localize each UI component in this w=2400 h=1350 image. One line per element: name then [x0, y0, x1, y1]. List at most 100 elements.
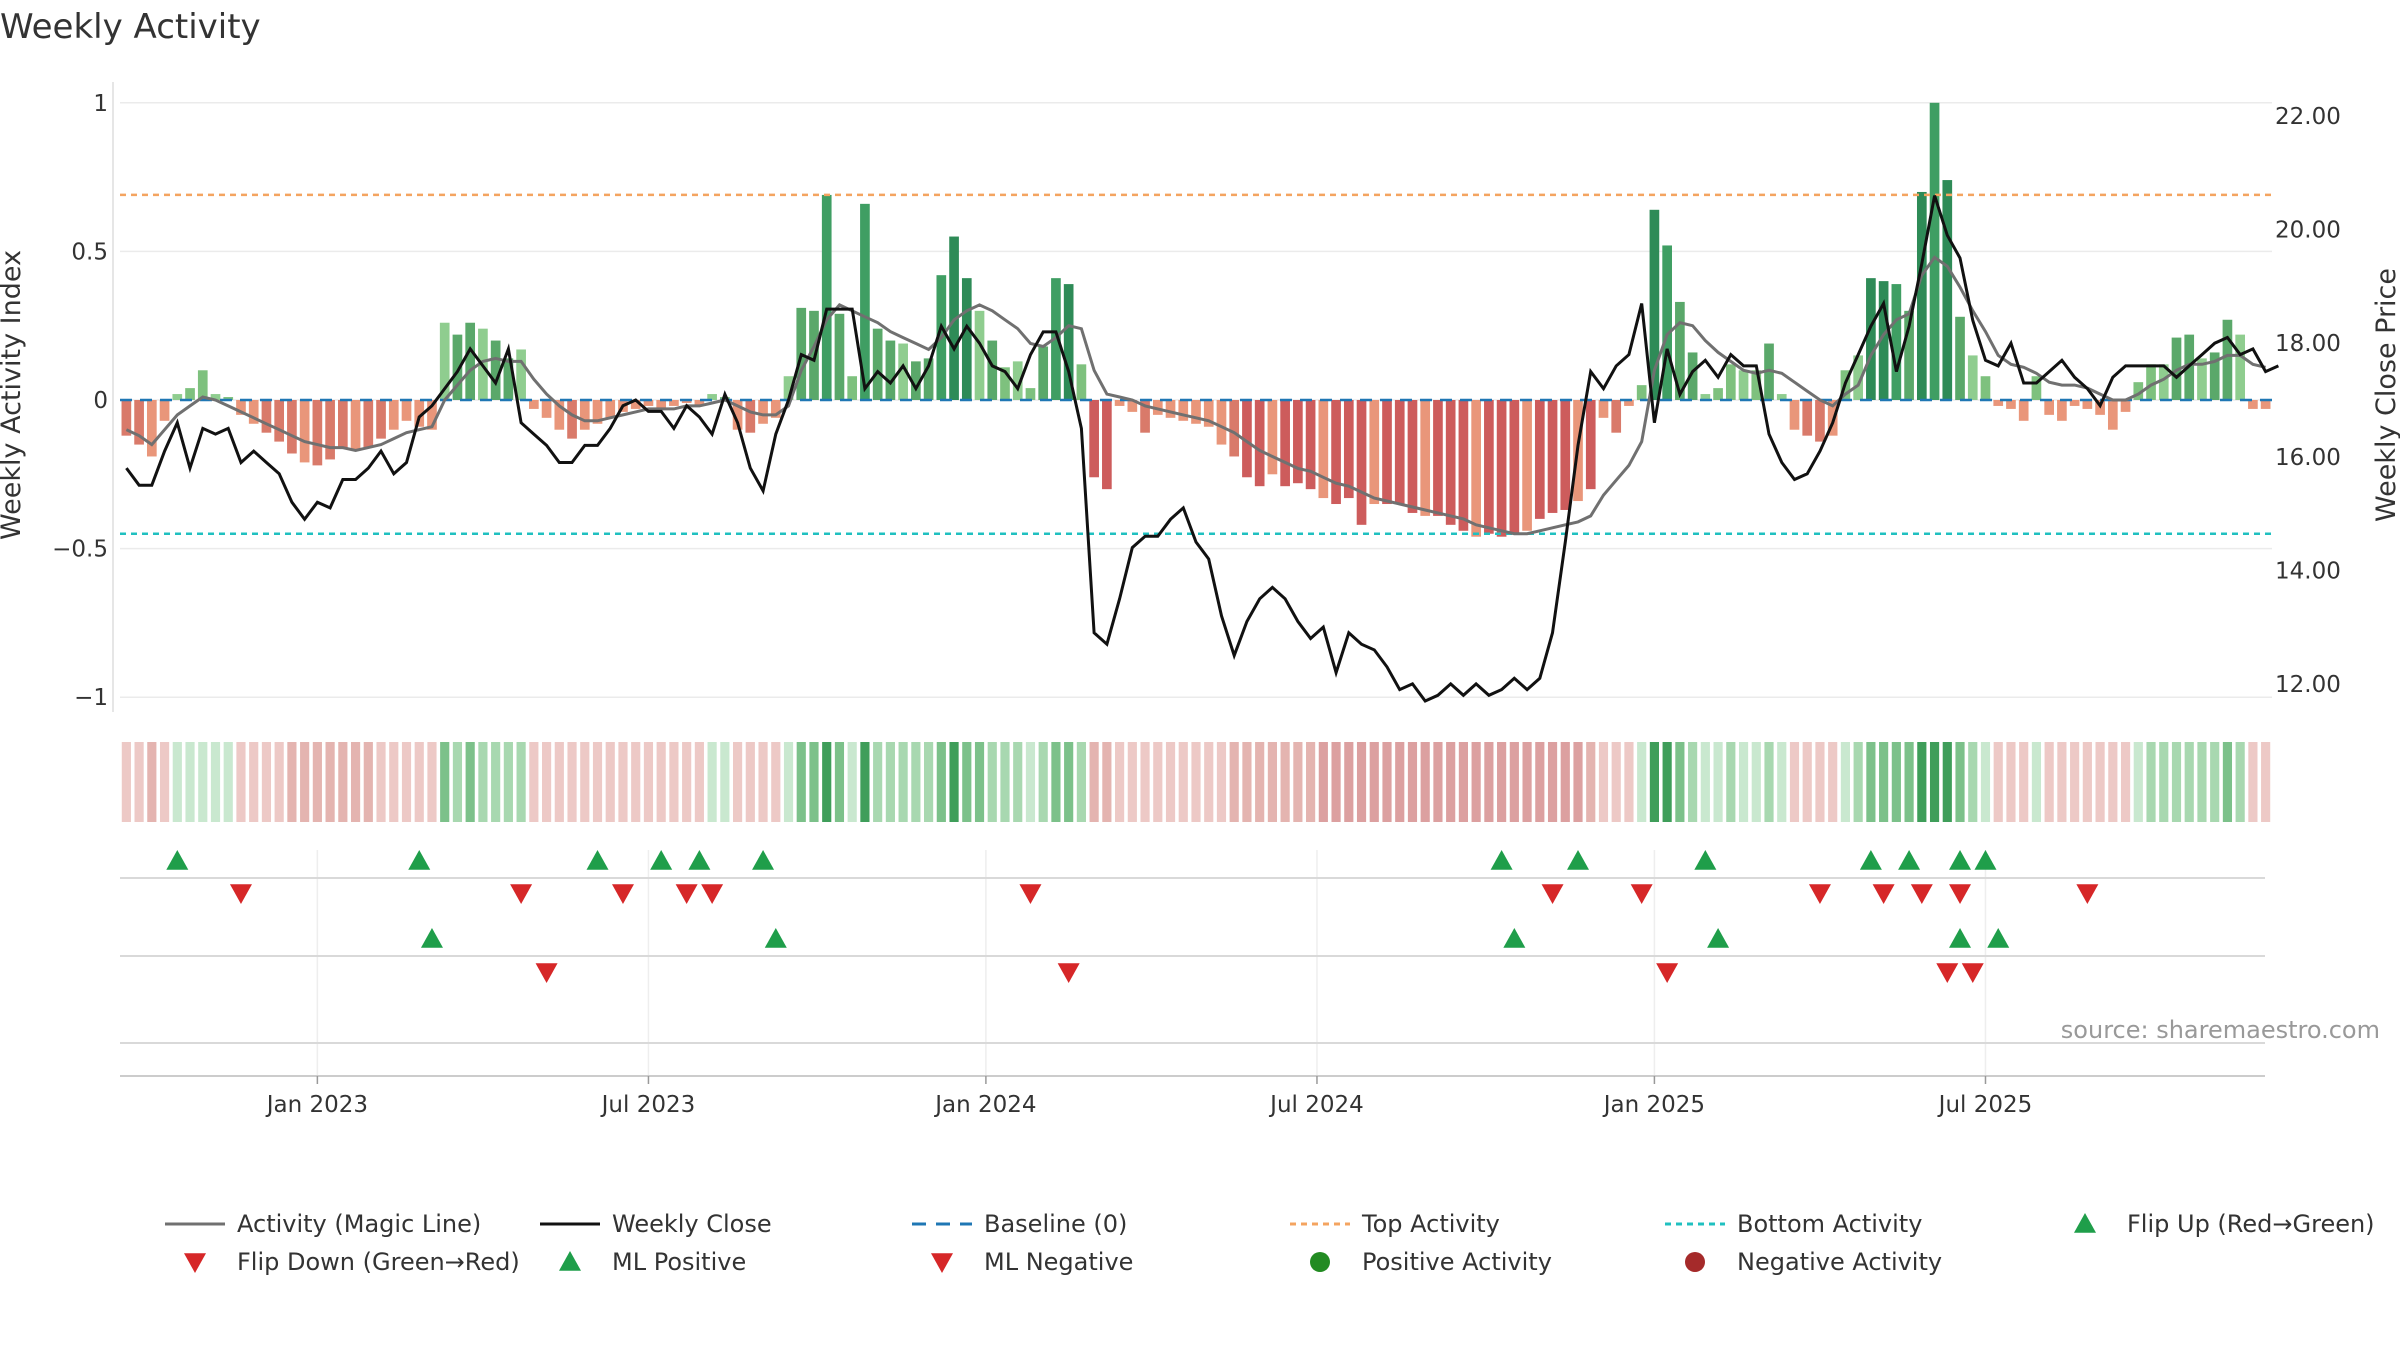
activity-bar [1254, 400, 1265, 487]
heat-strip-cell [873, 742, 883, 822]
heat-strip-cell [707, 742, 717, 822]
activity-bar [2044, 400, 2054, 415]
activity-bar [223, 397, 234, 400]
activity-bar [1484, 400, 1494, 534]
heat-strip-cell [2082, 742, 2092, 822]
heat-strip-cell [1356, 742, 1367, 822]
legend-label: Baseline (0) [984, 1210, 1127, 1238]
activity-bar [2018, 400, 2029, 421]
heat-strip-cell [2146, 742, 2156, 822]
flip-up-marker [650, 850, 673, 870]
activity-bar [1356, 400, 1367, 525]
activity-bar [1891, 284, 1902, 400]
legend-label: Top Activity [1361, 1210, 1500, 1238]
heat-strip-cell [2248, 742, 2258, 822]
activity-bar [1675, 301, 1685, 400]
heat-strip-cell [2210, 742, 2220, 822]
activity-bar [911, 361, 921, 400]
legend-swatch-down-triangle [931, 1253, 953, 1273]
activity-bar [1598, 400, 1609, 418]
activity-bar [1955, 316, 1965, 400]
flip-down-marker [1808, 884, 1831, 904]
heat-strip-cell [2171, 742, 2182, 822]
legend-item: Flip Up (Red→Green) [2074, 1210, 2375, 1238]
activity-bar [516, 349, 526, 400]
heat-strip-cell [1789, 742, 1800, 822]
flip-down-marker [2076, 884, 2099, 904]
heat-strip-cell [287, 742, 297, 822]
flip-up-marker [1974, 850, 1997, 870]
activity-bar [1904, 310, 1914, 400]
activity-bar [1242, 400, 1252, 478]
activity-bar [1216, 400, 1227, 445]
activity-bar [452, 334, 463, 400]
heat-strip-cell [452, 742, 463, 822]
heat-strip-cell [618, 742, 628, 822]
activity-bar [1305, 400, 1316, 490]
heat-strip-cell [1980, 742, 1991, 822]
flip-up-marker [166, 850, 189, 870]
activity-bars [121, 102, 2271, 537]
flip-up-marker [1949, 850, 1972, 870]
heat-strip-cell [1586, 742, 1596, 822]
heat-strip-cell [1280, 742, 1290, 822]
legend-item: ML Negative [931, 1248, 1133, 1276]
heat-strip-cell [949, 742, 959, 822]
legend-item: Baseline (0) [912, 1210, 1127, 1238]
activity-bar [2146, 364, 2156, 400]
activity-bar [197, 370, 208, 400]
heat-strip-cell [1777, 742, 1787, 822]
heat-strip-cell [236, 742, 246, 822]
heat-strip-cell [2057, 742, 2067, 822]
activity-bar [2120, 400, 2131, 412]
activity-bar [1229, 400, 1240, 457]
activity-bar [758, 400, 768, 424]
heat-strip-cell [274, 742, 284, 822]
heat-strip-cell [1051, 742, 1061, 822]
legend-swatch-down-triangle [184, 1253, 206, 1273]
activity-bar [274, 400, 285, 442]
heat-strip-cell [974, 742, 985, 822]
flip-down-marker [701, 884, 724, 904]
heat-strip-cell [1191, 742, 1201, 822]
signal-markers [166, 850, 2099, 983]
activity-bar [1280, 400, 1290, 487]
heat-strip-cell [847, 742, 857, 822]
activity-bar [554, 400, 565, 430]
activity-bar [1993, 400, 2004, 406]
heat-strip-cell [1229, 742, 1239, 822]
activity-bar [1802, 400, 1813, 436]
ml-negative-marker [1936, 963, 1959, 983]
source-note: source: sharemaestro.com [2061, 1016, 2380, 1044]
heat-strip-cell [2019, 742, 2029, 822]
heat-strip-cell [1700, 742, 1710, 822]
legend-label: Flip Up (Red→Green) [2127, 1210, 2375, 1238]
legend-item: Weekly Close [540, 1210, 772, 1238]
activity-bar [1038, 346, 1049, 400]
flip-down-marker [1541, 884, 1564, 904]
activity-bar [1063, 284, 1074, 400]
activity-bar [1534, 400, 1545, 519]
activity-bar [134, 400, 144, 445]
activity-bar [961, 278, 972, 400]
flip-up-marker [1694, 850, 1717, 870]
activity-bar [350, 400, 361, 451]
heat-strip-cell [1318, 742, 1328, 822]
activity-bar [1076, 364, 1087, 400]
ml-positive-marker [1987, 928, 2010, 948]
heat-strip-cell [1420, 742, 1430, 822]
heat-strip-cell [541, 742, 552, 822]
activity-bar [1000, 367, 1010, 400]
heat-strip-cell [682, 742, 692, 822]
y-tick-label: −0.5 [52, 537, 108, 563]
heat-strip-cell [860, 742, 870, 822]
heat-strip-cell [1509, 742, 1519, 822]
heat-strip-cell [1573, 742, 1583, 822]
activity-bar [1012, 361, 1023, 400]
heat-strip-cell [1598, 742, 1609, 822]
heat-strip-cell [1115, 742, 1125, 822]
heat-strip-cell [325, 742, 335, 822]
heat-strip-cell [1929, 742, 1940, 822]
heat-strip-cell [898, 742, 908, 822]
heat-strip-cell [1993, 742, 2003, 822]
